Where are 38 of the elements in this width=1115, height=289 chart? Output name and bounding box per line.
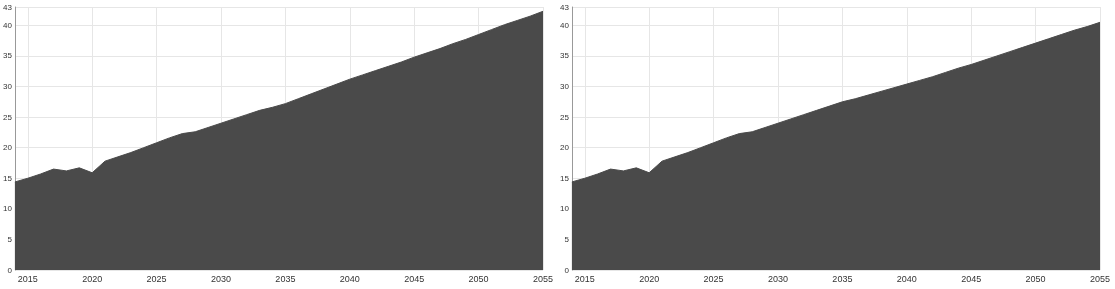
x-tick-label: 2035 <box>832 273 853 284</box>
y-tick-label: 10 <box>2 204 13 214</box>
x-tick-label: 2040 <box>339 273 360 284</box>
y-tick-label: 30 <box>559 82 570 92</box>
x-tick-label: 2020 <box>639 273 660 284</box>
y-tick-label: 30 <box>2 82 13 92</box>
x-tick-label: 2055 <box>1089 273 1111 284</box>
x-tick-label: 2015 <box>574 273 595 284</box>
y-tick-label: 43 <box>559 2 570 12</box>
y-tick-label: 10 <box>559 204 570 214</box>
y-tick-label: 40 <box>559 20 570 30</box>
x-tick-label: 2045 <box>961 273 982 284</box>
x-tick-label: 2035 <box>275 273 296 284</box>
x-tick-label: 2020 <box>82 273 103 284</box>
y-tick-label: 20 <box>2 143 13 153</box>
x-tick-label: 2045 <box>404 273 425 284</box>
x-tick-label: 2025 <box>146 273 167 284</box>
x-tick-label: 2050 <box>468 273 489 284</box>
y-tick-label: 15 <box>559 173 570 183</box>
y-tick-label: 40 <box>2 20 13 30</box>
x-tick-label: 2040 <box>896 273 917 284</box>
y-tick-label: 35 <box>2 51 13 61</box>
x-tick-label: 2025 <box>703 273 724 284</box>
y-tick-label: 20 <box>559 143 570 153</box>
y-tick-label: 0 <box>564 265 570 275</box>
y-tick-label: 43 <box>2 2 13 12</box>
y-tick-label: 25 <box>559 112 570 122</box>
y-tick-label: 15 <box>2 173 13 183</box>
y-tick-label: 35 <box>559 51 570 61</box>
x-tick-label: 2055 <box>532 273 554 284</box>
y-tick-label: 0 <box>7 265 13 275</box>
x-tick-label: 2015 <box>17 273 38 284</box>
x-tick-label: 2030 <box>210 273 231 284</box>
y-tick-label: 5 <box>564 234 570 244</box>
y-tick-label: 5 <box>7 234 13 244</box>
x-tick-label: 2050 <box>1025 273 1046 284</box>
y-tick-label: 25 <box>2 112 13 122</box>
x-tick-label: 2030 <box>767 273 788 284</box>
